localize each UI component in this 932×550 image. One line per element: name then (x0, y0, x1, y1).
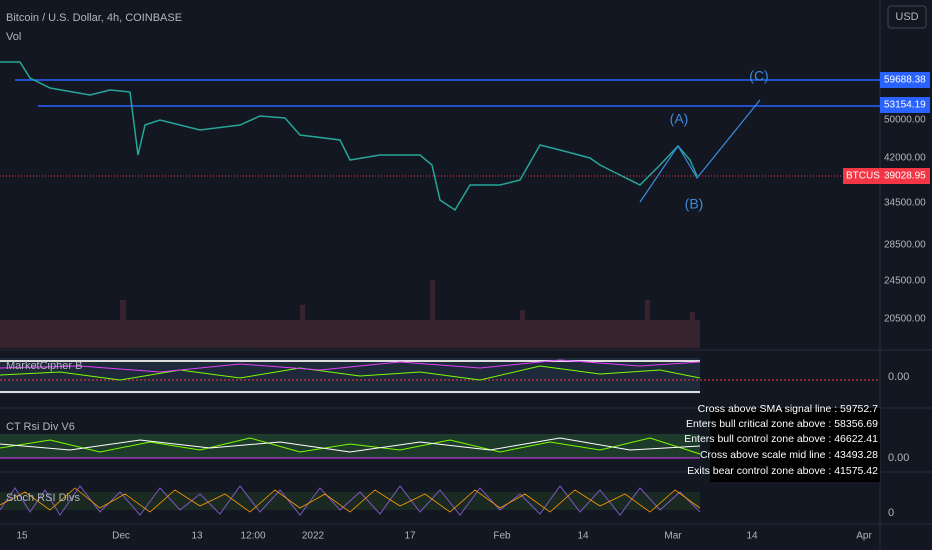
indicator-value: 0.00 (888, 452, 909, 464)
price-axis-label: 24500.00 (884, 276, 926, 287)
currency-button[interactable] (887, 5, 927, 29)
currency-button-label[interactable]: USD (895, 11, 918, 23)
alert-text: Enters bull critical zone above : 58356.… (686, 418, 878, 430)
price-tag (880, 97, 930, 113)
wave-label: (C) (749, 68, 768, 84)
indicator-name: MarketCipher B (6, 360, 82, 372)
symbol-tag (843, 168, 880, 184)
price-tag (880, 168, 930, 184)
alert-text: Exits bear control zone above : 41575.42 (687, 465, 878, 477)
time-axis-label: 13 (191, 531, 203, 542)
volume-label: Vol (6, 31, 21, 43)
indicator-name: Stoch RSI Divs (6, 492, 80, 504)
alert-text: Cross above SMA signal line : 59752.7 (698, 403, 879, 415)
time-axis-label: 17 (404, 531, 416, 542)
indicator-wave (0, 437, 701, 455)
indicator-wave (0, 487, 701, 513)
volume-bars (0, 280, 700, 348)
price-axis-label: 28500.00 (884, 240, 926, 251)
symbol-tag-label: BTCUSD (846, 171, 887, 182)
price-axis-label: 50000.00 (884, 115, 926, 126)
indicator-value: 0 (888, 507, 894, 519)
time-axis-label: Feb (493, 531, 511, 542)
time-axis-label: 14 (577, 531, 589, 542)
price-tag-label: 53154.19 (884, 100, 926, 111)
alert-text: Cross above scale mid line : 43493.28 (700, 449, 878, 461)
indicator-band (0, 358, 700, 394)
wave-label: (A) (670, 111, 689, 127)
time-axis-label: 15 (16, 531, 28, 542)
wave-label: (B) (685, 196, 704, 212)
alert-box (710, 408, 880, 482)
indicator-name: CT Rsi Div V6 (6, 421, 75, 433)
price-axis-label: 42000.00 (884, 153, 926, 164)
price-axis-label: 20500.00 (884, 314, 926, 325)
price-tag (880, 72, 930, 88)
indicator-band (0, 434, 700, 458)
price-tag-label: 39028.95 (884, 171, 926, 182)
indicator-wave (0, 485, 701, 516)
time-axis-label: 2022 (302, 531, 325, 542)
wave-line (639, 99, 761, 203)
alert-text: Enters bull control zone above : 46622.4… (684, 433, 878, 445)
time-axis-label: 14 (746, 531, 758, 542)
indicator-wave (0, 365, 701, 381)
time-axis-label: Mar (664, 531, 682, 542)
time-axis-label: 12:00 (240, 531, 265, 542)
price-axis-label: 34500.00 (884, 198, 926, 209)
time-axis-label: Dec (112, 531, 130, 542)
chart-title: Bitcoin / U.S. Dollar, 4h, COINBASE (6, 12, 182, 24)
indicator-wave (0, 359, 701, 373)
price-tag-label: 59688.38 (884, 75, 926, 86)
time-axis-label: Apr (856, 531, 872, 542)
price-path (0, 61, 698, 212)
indicator-wave (0, 437, 701, 453)
indicator-value: 0.00 (888, 371, 909, 383)
